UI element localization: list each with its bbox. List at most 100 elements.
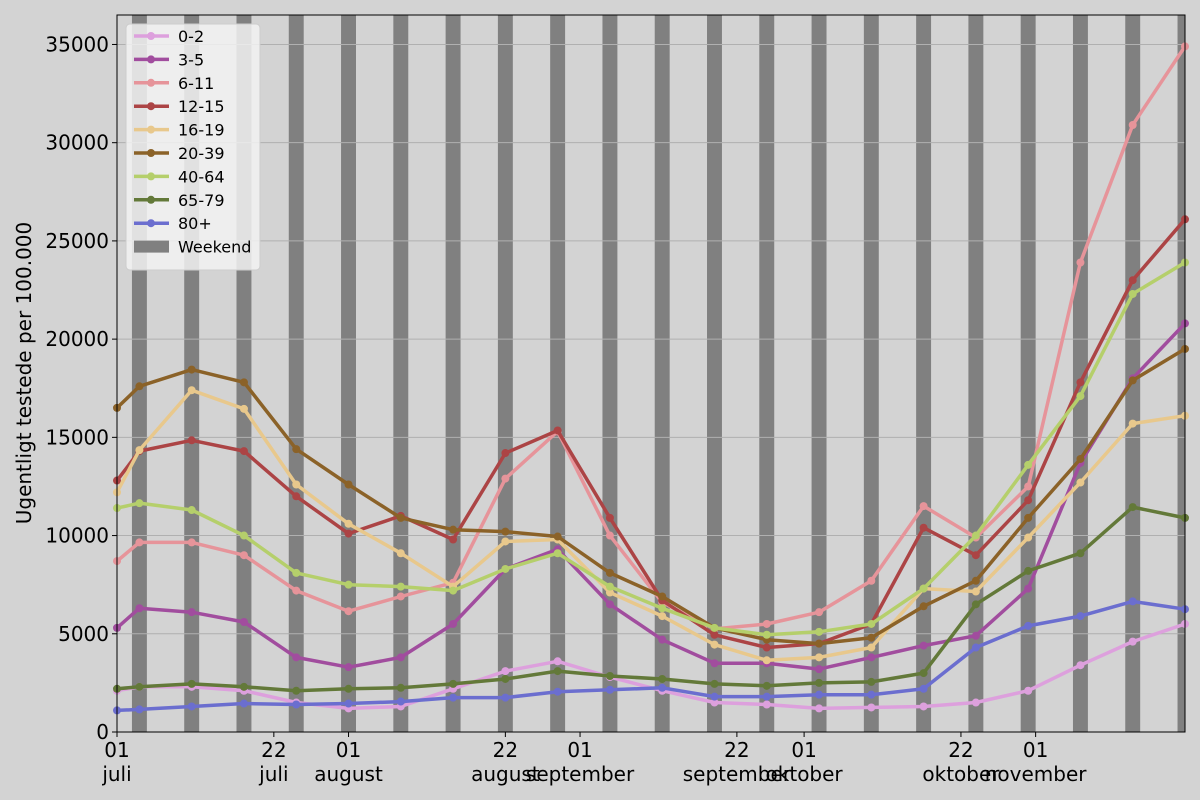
data-point: [449, 586, 458, 595]
data-point: [919, 602, 928, 611]
data-point: [187, 386, 196, 395]
legend-label: 6-11: [178, 74, 214, 93]
x-tick-month-label: august: [471, 762, 540, 786]
x-tick-month-label: oktober: [922, 762, 1000, 786]
data-point: [1024, 621, 1033, 630]
data-point: [919, 702, 928, 711]
data-point: [919, 584, 928, 593]
x-tick-day-label: 01: [104, 738, 129, 762]
y-tick-label: 15000: [45, 425, 109, 449]
legend-marker: [147, 149, 155, 157]
x-tick-day-label: 01: [791, 738, 816, 762]
x-tick-day-label: 22: [948, 738, 973, 762]
series-line: [115, 388, 1187, 663]
data-point: [971, 551, 980, 560]
data-point: [292, 686, 301, 695]
data-point: [971, 600, 980, 609]
legend-marker: [147, 78, 155, 87]
data-point: [1128, 419, 1137, 428]
weekend-band: [707, 15, 722, 732]
data-point: [605, 600, 614, 609]
legend-item: 65-79: [134, 191, 225, 210]
data-point: [239, 617, 248, 626]
data-point: [762, 630, 771, 639]
data-point: [1076, 392, 1085, 401]
data-point: [710, 623, 719, 632]
data-point: [1024, 566, 1033, 575]
data-point: [867, 690, 876, 699]
legend-label: Weekend: [178, 238, 251, 257]
weekend-band: [968, 15, 984, 732]
weekend-band: [497, 15, 513, 732]
weekend-band: [445, 15, 461, 732]
data-point: [396, 592, 405, 601]
data-point: [553, 687, 562, 696]
series-line: [115, 321, 1187, 671]
data-point: [1076, 549, 1085, 558]
y-tick-label: 25000: [45, 229, 109, 253]
data-point: [292, 480, 301, 489]
legend-label: 12-15: [178, 97, 225, 116]
data-point: [396, 582, 405, 591]
data-point: [710, 692, 719, 701]
data-point: [762, 692, 771, 701]
series-line: [115, 347, 1187, 646]
series-65-79: [113, 503, 1189, 695]
weekend-band: [1020, 15, 1036, 732]
plot-frame: [116, 14, 1186, 733]
data-point: [971, 587, 980, 596]
data-point: [815, 678, 824, 687]
legend-label: 80+: [178, 214, 212, 233]
x-tick-month-label: oktober: [766, 762, 844, 786]
x-tick-day-label: 22: [724, 738, 749, 762]
legend-item-weekend: Weekend: [134, 238, 251, 257]
legend-label: 20-39: [178, 144, 225, 163]
data-point: [710, 698, 719, 707]
data-point: [971, 531, 980, 540]
y-tick-label: 20000: [45, 327, 109, 351]
data-point: [396, 683, 405, 692]
data-point: [187, 608, 196, 617]
legend-item: 12-15: [134, 97, 225, 116]
data-point: [553, 426, 562, 435]
data-point: [815, 608, 824, 617]
weekend-band: [863, 15, 879, 732]
data-point: [762, 700, 771, 709]
data-point: [396, 549, 405, 558]
data-point: [396, 697, 405, 706]
data-point: [501, 527, 510, 536]
data-point: [971, 643, 980, 652]
data-point: [867, 703, 876, 712]
data-point: [135, 604, 144, 613]
data-point: [867, 677, 876, 686]
data-point: [239, 404, 248, 413]
data-point: [605, 685, 614, 694]
data-point: [1128, 276, 1137, 285]
data-point: [344, 529, 353, 538]
data-point: [762, 681, 771, 690]
data-point: [1076, 454, 1085, 463]
x-tick-day-label: 01: [567, 738, 592, 762]
legend: 0-2 3-5 6-11 12-15 16-19 20-39 40-64 65-79 80+ We…: [125, 23, 261, 271]
data-point: [553, 549, 562, 558]
data-point: [658, 635, 667, 644]
data-point: [1024, 513, 1033, 522]
legend-marker: [147, 102, 155, 111]
series-20-39: [113, 344, 1189, 648]
weekend-band: [759, 15, 775, 732]
x-tick-month-label: november: [985, 762, 1088, 786]
data-point: [1128, 503, 1137, 512]
data-point: [1128, 597, 1137, 606]
data-point: [187, 679, 196, 688]
data-point: [344, 684, 353, 693]
data-point: [1076, 258, 1085, 267]
data-point: [605, 582, 614, 591]
data-point: [710, 640, 719, 649]
legend-marker: [147, 125, 155, 134]
data-point: [867, 653, 876, 662]
x-tick-month-label: juli: [101, 762, 131, 786]
data-point: [867, 576, 876, 585]
legend-item: 20-39: [134, 144, 225, 163]
data-point: [971, 698, 980, 707]
y-tick-label: 10000: [45, 524, 109, 548]
